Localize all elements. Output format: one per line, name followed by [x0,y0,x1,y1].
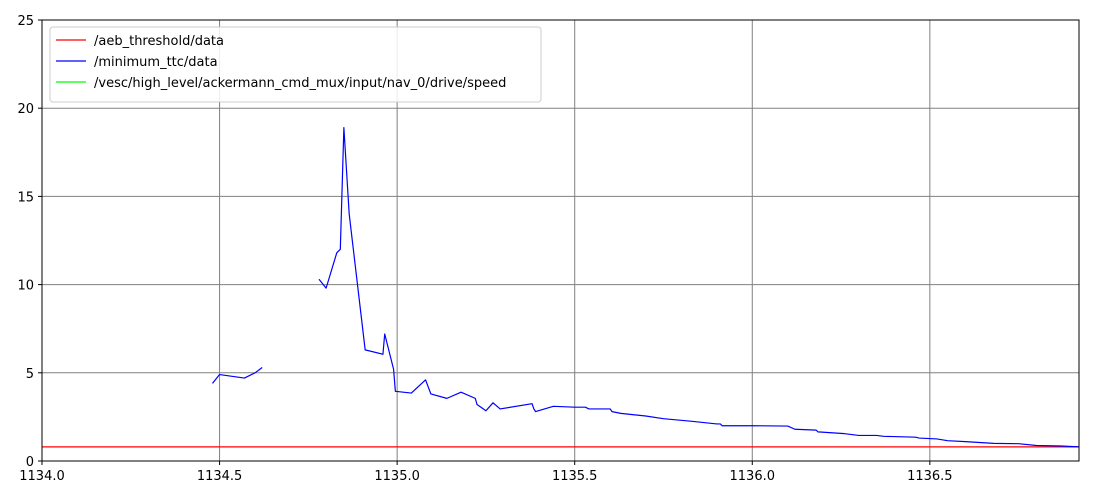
legend-label-2: /vesc/high_level/ackermann_cmd_mux/input… [94,76,506,91]
y-tick-label: 0 [26,455,34,470]
y-tick-label: 5 [26,367,34,382]
grid-lines [42,20,1079,461]
legend-box [49,26,542,103]
legend-label-1: /minimum_ttc/data [94,55,218,70]
series-line-1 [318,126,1080,448]
x-tick-label: 1134.5 [197,469,243,484]
legend: /aeb_threshold/data/minimum_ttc/data/ves… [49,26,542,103]
legend-label-0: /aeb_threshold/data [94,34,224,49]
x-tick-label: 1136.5 [907,469,953,484]
x-tick-label: 1136.0 [730,469,776,484]
x-tick-label: 1135.0 [374,469,420,484]
y-tick-label: 15 [17,190,34,205]
axes-frame [41,19,1080,462]
y-tick-label: 20 [17,102,34,117]
axis-ticks: 1134.0 1134.5 1135.0 1135.5 1136.0 1136.5 0 5 10… [17,14,952,484]
series-line-1 [212,367,263,384]
y-tick-label: 25 [17,14,34,29]
x-tick-label: 1134.0 [19,469,65,484]
y-tick-label: 10 [17,279,34,294]
series-layer [42,126,1080,448]
x-tick-label: 1135.5 [552,469,598,484]
